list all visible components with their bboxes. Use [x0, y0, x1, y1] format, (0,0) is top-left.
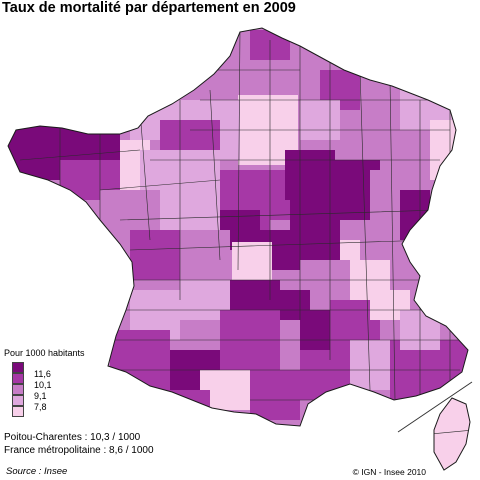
corsica-separator [397, 381, 473, 433]
map-title: Taux de mortalité par département en 200… [2, 0, 296, 16]
legend-swatch-3 [12, 384, 24, 395]
corsica [433, 397, 471, 471]
national-stat: France métropolitaine : 8,6 / 1000 [4, 445, 154, 456]
copyright-credit: © IGN - Insee 2010 [352, 467, 426, 477]
mainland-departments [8, 28, 468, 426]
legend-swatch-4 [12, 395, 24, 406]
legend-threshold: 11,6 [34, 369, 51, 379]
legend-swatch-2 [12, 373, 24, 384]
source-note: Source : Insee [6, 466, 68, 477]
legend-threshold: 9,1 [34, 391, 47, 401]
mainland-outline [7, 27, 469, 427]
legend-title: Pour 1000 habitants [4, 348, 85, 358]
department-borders [19, 29, 460, 401]
legend-threshold: 10,1 [34, 380, 52, 390]
legend-threshold: 7,8 [34, 402, 47, 412]
legend-swatch-1 [12, 362, 24, 373]
legend-swatch-5 [12, 406, 24, 417]
region-stat: Poitou-Charentes : 10,3 / 1000 [4, 432, 141, 443]
